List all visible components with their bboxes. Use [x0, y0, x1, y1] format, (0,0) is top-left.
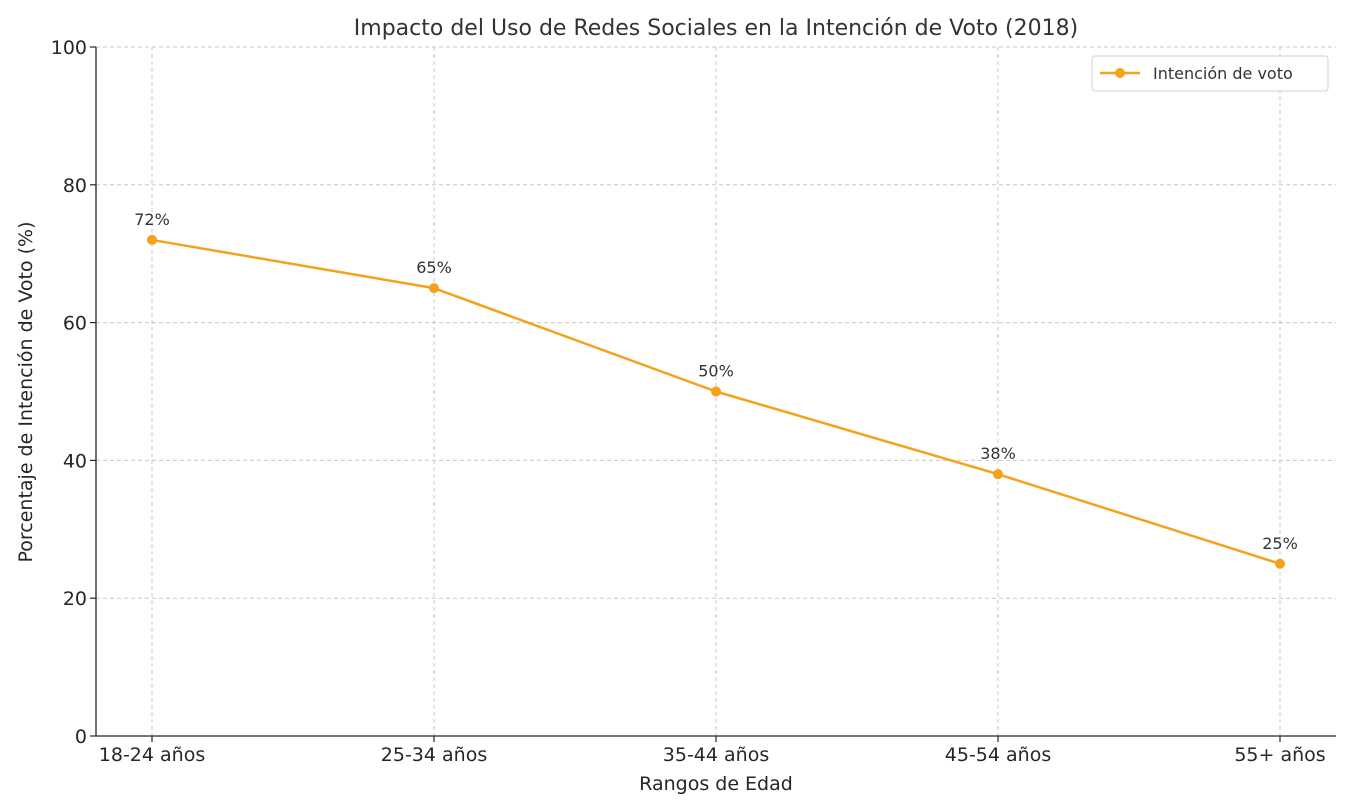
data-label: 72% — [134, 210, 170, 229]
data-labels: 72% 65% 50% 38% 25% — [134, 210, 1298, 553]
data-label: 38% — [980, 444, 1016, 463]
data-point — [429, 283, 439, 294]
legend: Intención de voto — [1091, 55, 1329, 92]
y-axis-title: Porcentaje de Intención de Voto (%) — [15, 221, 37, 562]
legend-box — [1091, 55, 1329, 92]
y-tick-label: 0 — [75, 726, 87, 748]
series — [147, 234, 1285, 569]
data-label: 50% — [698, 362, 734, 381]
x-tick-label: 45-54 años — [945, 744, 1051, 766]
chart-title: Impacto del Uso de Redes Sociales en la … — [354, 16, 1078, 41]
x-tick-label: 55+ años — [1234, 744, 1325, 766]
grid — [96, 46, 1336, 736]
x-axis-title: Rangos de Edad — [639, 773, 793, 795]
y-tick-label: 80 — [63, 175, 87, 197]
ticks: 0 20 40 60 80 100 18-24 años 25-34 años 35-44 añ… — [51, 37, 1326, 766]
data-label: 65% — [416, 258, 452, 277]
y-tick-label: 100 — [51, 37, 87, 59]
y-tick-label: 20 — [63, 588, 87, 610]
legend-marker — [1115, 68, 1125, 78]
data-label: 25% — [1262, 534, 1298, 553]
x-tick-label: 18-24 años — [99, 744, 205, 766]
data-point — [1275, 558, 1285, 569]
data-point — [993, 469, 1003, 480]
y-tick-label: 40 — [63, 450, 87, 472]
legend-label: Intención de voto — [1153, 64, 1293, 83]
x-tick-label: 25-34 años — [381, 744, 487, 766]
x-tick-label: 35-44 años — [663, 744, 769, 766]
data-point — [147, 234, 157, 245]
y-tick-label: 60 — [63, 313, 87, 335]
data-point — [711, 386, 721, 397]
